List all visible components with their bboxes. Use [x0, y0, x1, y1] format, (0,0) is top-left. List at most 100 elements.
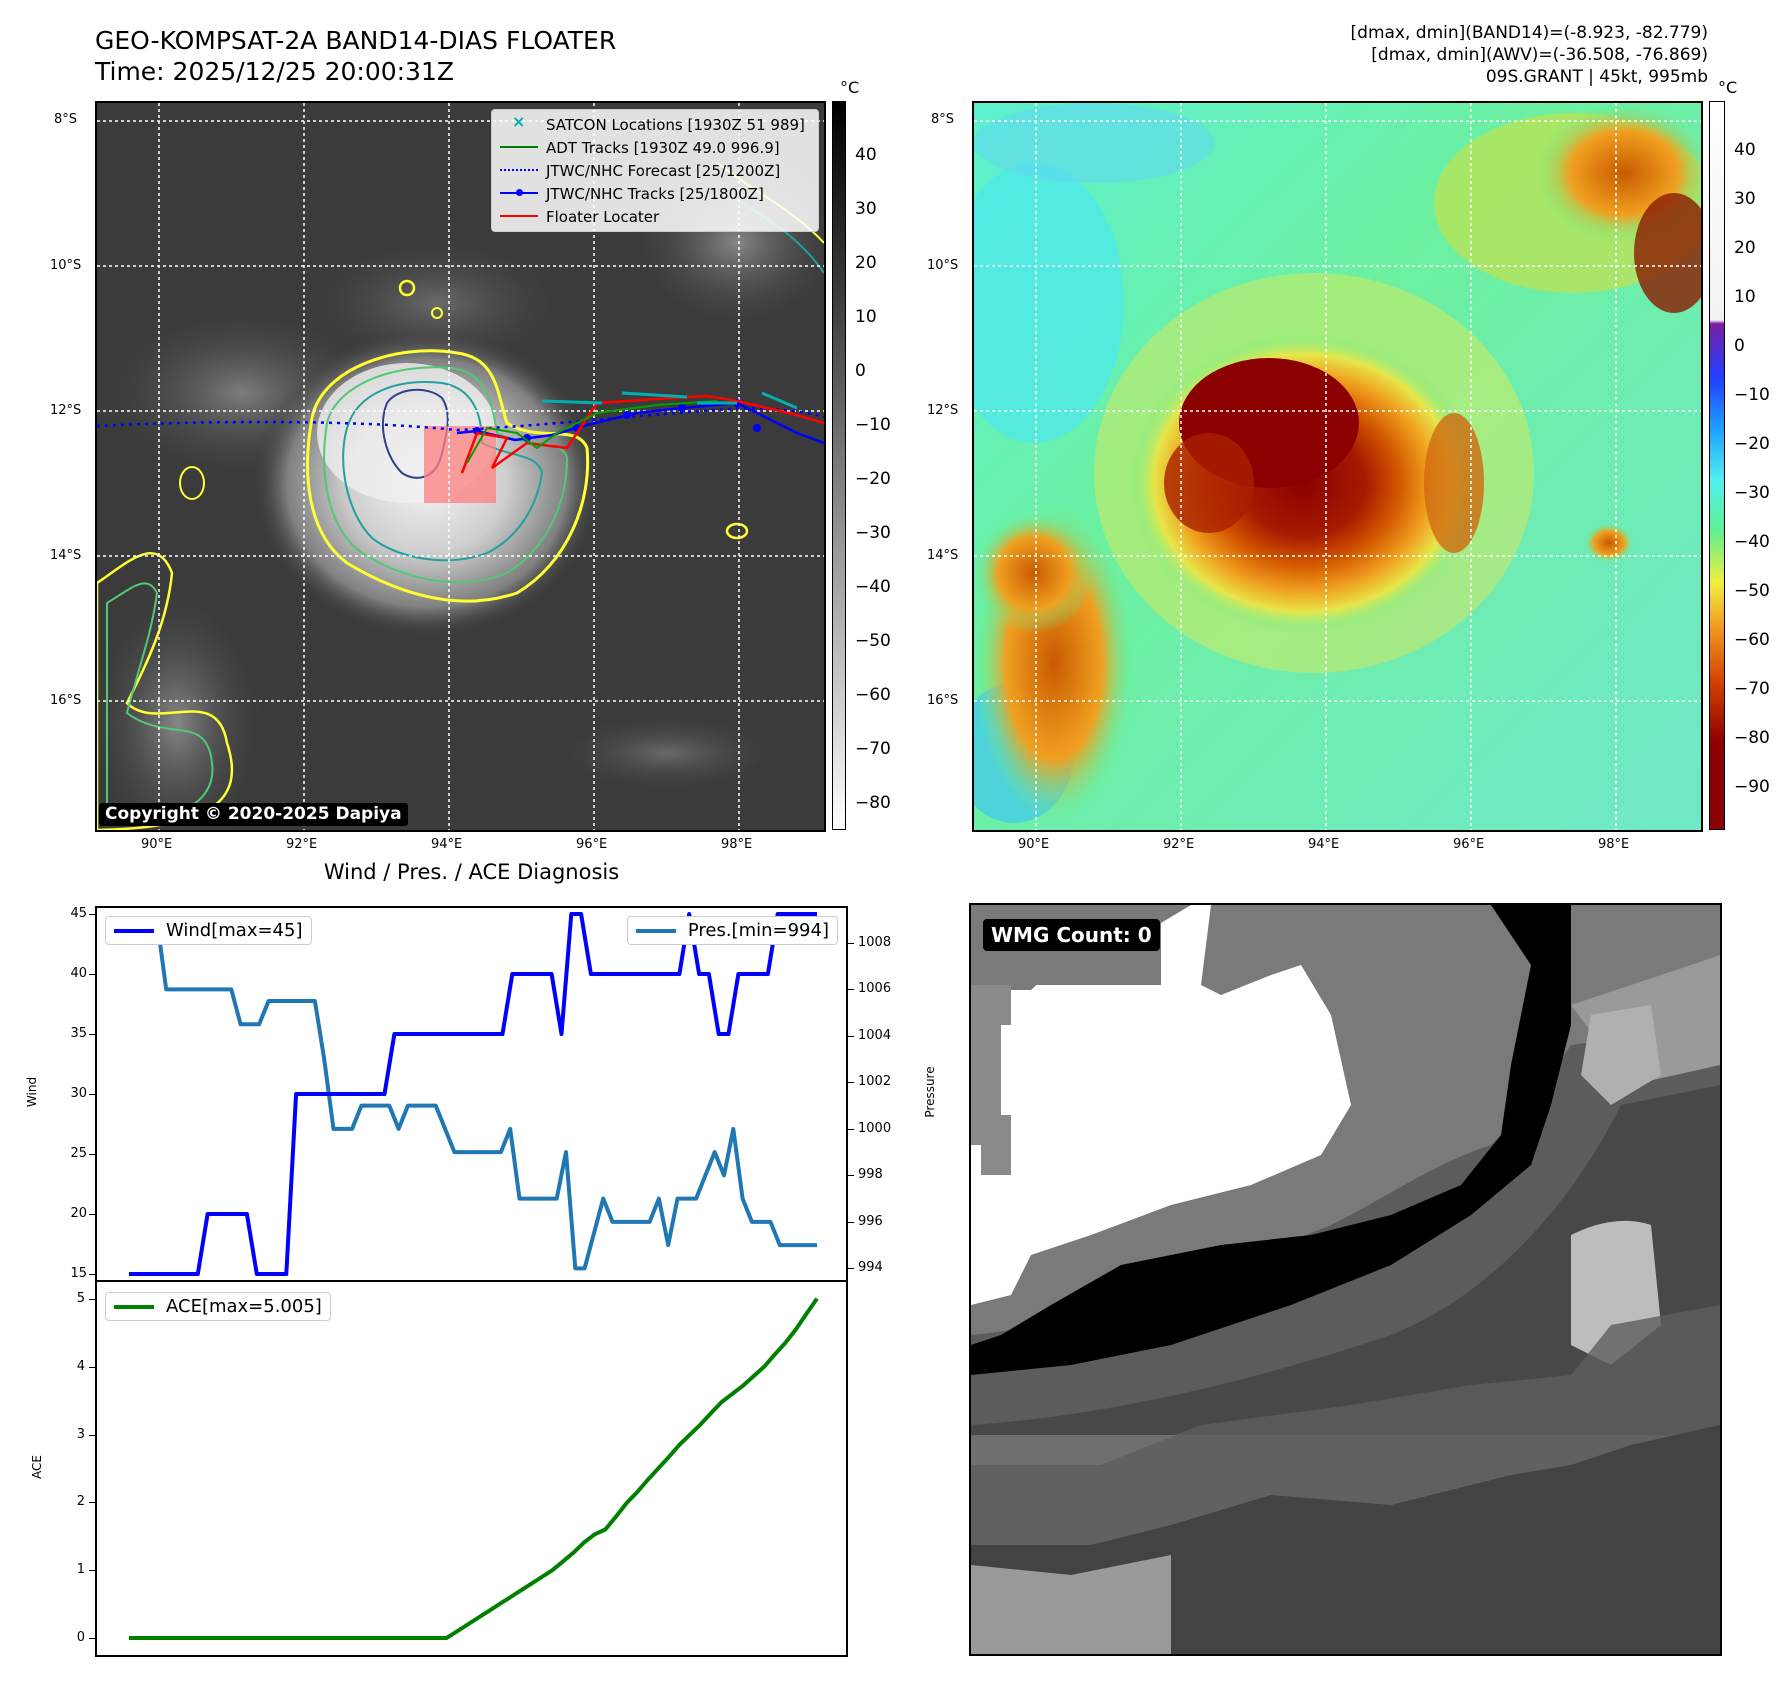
pressure-tick-mark	[848, 1268, 854, 1270]
ace-line-icon	[114, 1304, 154, 1309]
pressure-tick-label: 996	[858, 1213, 883, 1229]
pressure-tick-label: 1008	[858, 934, 892, 950]
pressure-tick-label: 1000	[858, 1120, 892, 1136]
colorbar-tick: −20	[855, 469, 891, 489]
legend-forecast: JTWC/NHC Forecast [25/1200Z]	[492, 159, 818, 182]
colorbar-tick: −50	[855, 631, 891, 651]
wind-pressure-plot	[129, 912, 817, 1276]
ace-legend: ACE[max=5.005]	[105, 1292, 331, 1321]
colorbar-tick: −80	[855, 793, 891, 813]
wind-axis-label: Wind	[25, 1076, 39, 1108]
legend-satcon: × SATCON Locations [1930Z 51 989]	[492, 112, 818, 136]
ace-tick-label: 5	[76, 1290, 85, 1306]
awv-range: [dmax, dmin](AWV)=(-36.508, -76.869)	[1371, 45, 1708, 65]
gray-colorbar-unit: °C	[840, 78, 860, 97]
lat-label: 10°S	[50, 258, 82, 273]
wind-tick-label: 30	[70, 1086, 87, 1101]
pressure-tick-label: 994	[858, 1260, 883, 1276]
pressure-tick-mark	[848, 1035, 854, 1037]
diagnosis-title: Wind / Pres. / ACE Diagnosis	[323, 860, 620, 884]
adt-line-icon	[500, 136, 538, 159]
colorbar-tick: −80	[1734, 728, 1770, 748]
wind-tick-mark	[89, 1154, 95, 1155]
colorbar-tick: 30	[855, 199, 877, 219]
pressure-series-line	[129, 917, 817, 1271]
color-colorbar	[1709, 101, 1725, 830]
colorbar-tick: 10	[1734, 287, 1756, 307]
colorbar-tick: −70	[1734, 679, 1770, 699]
wind-tick-mark	[89, 974, 95, 975]
lat-label: 10°S	[927, 258, 959, 273]
colorbar-tick: 40	[1734, 140, 1756, 160]
ace-tick-label: 2	[76, 1494, 85, 1510]
pressure-tick-mark	[848, 1082, 854, 1084]
copyright-label: Copyright © 2020-2025 Dapiya	[99, 803, 408, 826]
lon-label: 92°E	[286, 837, 318, 852]
legend-floater: Floater Locater	[492, 205, 818, 228]
band14-range: [dmax, dmin](BAND14)=(-8.923, -82.779)	[1350, 23, 1708, 43]
ace-tick-mark	[89, 1298, 95, 1300]
info-block: [dmax, dmin](BAND14)=(-8.923, -82.779) […	[1351, 22, 1708, 88]
wind-tick-label: 15	[70, 1266, 87, 1281]
floater-line-icon	[500, 205, 538, 228]
gray-colorbar	[832, 101, 846, 830]
ace-tick-mark	[89, 1366, 95, 1368]
pressure-axis-label: Pressure	[923, 1066, 937, 1118]
legend-adt: ADT Tracks [1930Z 49.0 996.9]	[492, 136, 818, 159]
pressure-tick-mark	[848, 989, 854, 991]
wind-tick-mark	[89, 1094, 95, 1095]
chart-time: Time: 2025/12/25 20:00:31Z	[95, 57, 454, 86]
lon-label: 92°E	[1163, 837, 1195, 852]
wind-tick-label: 40	[70, 966, 87, 981]
lat-label: 16°S	[927, 693, 959, 708]
wmg-image	[971, 905, 1720, 1654]
wmg-panel: WMG Count: 0	[969, 903, 1722, 1656]
wind-tick-label: 35	[70, 1026, 87, 1041]
colorbar-tick: 20	[855, 253, 877, 273]
ir-color-map	[972, 101, 1703, 832]
ace-tick-label: 0	[76, 1630, 85, 1646]
ace-series-line	[129, 1297, 819, 1640]
colorbar-tick: −60	[1734, 630, 1770, 650]
colorbar-tick: 0	[1734, 336, 1745, 356]
ace-tick-mark	[89, 1434, 95, 1436]
colorbar-tick: 30	[1734, 189, 1756, 209]
colorbar-tick: −60	[855, 685, 891, 705]
color-colorbar-unit: °C	[1718, 78, 1738, 97]
colorbar-tick: −40	[855, 577, 891, 597]
wind-series-line	[129, 912, 817, 1276]
colorbar-tick: 10	[855, 307, 877, 327]
lat-label: 14°S	[927, 548, 959, 563]
ir-gray-map: × SATCON Locations [1930Z 51 989] ADT Tr…	[95, 101, 826, 832]
ace-tick-mark	[89, 1502, 95, 1504]
satcon-marker-icon: ×	[512, 112, 526, 131]
pressure-tick-mark	[848, 1128, 854, 1130]
colorbar-tick: 20	[1734, 238, 1756, 258]
pressure-tick-mark	[848, 1175, 854, 1177]
pressure-tick-mark	[848, 942, 854, 944]
forecast-dotted-icon	[500, 159, 538, 182]
lon-label: 98°E	[1598, 837, 1630, 852]
lat-label: 12°S	[50, 403, 82, 418]
lat-label: 8°S	[931, 112, 955, 127]
lat-label: 14°S	[50, 548, 82, 563]
wind-tick-label: 45	[70, 906, 87, 921]
wind-tick-mark	[89, 1214, 95, 1215]
colorbar-tick: 40	[855, 145, 877, 165]
ir-color-image	[974, 103, 1701, 830]
chart-title: GEO-KOMPSAT-2A BAND14-DIAS FLOATER	[95, 26, 617, 55]
pressure-tick-label: 1004	[858, 1027, 892, 1043]
pressure-tick-label: 1002	[858, 1074, 892, 1090]
wmg-count-label: WMG Count: 0	[983, 919, 1160, 951]
lat-label: 16°S	[50, 693, 82, 708]
ace-tick-mark	[89, 1570, 95, 1572]
ace-tick-mark	[89, 1638, 95, 1640]
colorbar-tick: −10	[855, 415, 891, 435]
pressure-line-icon	[635, 928, 676, 933]
colorbar-tick: −70	[855, 739, 891, 759]
colorbar-tick: 0	[855, 361, 866, 381]
colorbar-tick: −90	[1734, 777, 1770, 797]
legend-tracks: JTWC/NHC Tracks [25/1800Z]	[492, 182, 818, 205]
wind-legend: Wind[max=45]	[105, 916, 312, 945]
pressure-tick-label: 1006	[858, 981, 892, 997]
